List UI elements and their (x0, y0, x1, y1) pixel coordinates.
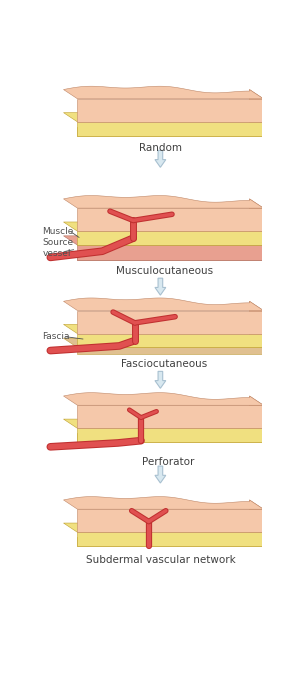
Polygon shape (77, 405, 263, 428)
Polygon shape (249, 199, 263, 231)
Polygon shape (155, 150, 166, 167)
Polygon shape (249, 89, 263, 122)
Polygon shape (249, 222, 263, 245)
Polygon shape (77, 433, 263, 442)
Polygon shape (249, 301, 263, 333)
Polygon shape (77, 348, 263, 354)
Polygon shape (63, 196, 263, 208)
Polygon shape (77, 99, 263, 122)
Polygon shape (249, 419, 263, 442)
Polygon shape (249, 113, 263, 136)
Text: Random: Random (139, 143, 182, 153)
Polygon shape (63, 393, 263, 405)
Polygon shape (249, 325, 263, 348)
Polygon shape (249, 338, 263, 354)
Polygon shape (77, 126, 263, 136)
Polygon shape (77, 122, 263, 136)
Polygon shape (77, 509, 263, 532)
Text: Musculocutaneous: Musculocutaneous (116, 266, 213, 276)
Polygon shape (77, 310, 263, 333)
Polygon shape (155, 278, 166, 295)
Polygon shape (63, 325, 263, 333)
Polygon shape (63, 298, 263, 310)
Polygon shape (77, 333, 263, 348)
Text: Fasciocutaneous: Fasciocutaneous (121, 359, 207, 369)
Text: Source
vessel: Source vessel (42, 239, 74, 258)
Polygon shape (63, 222, 263, 231)
Polygon shape (249, 396, 263, 428)
Polygon shape (155, 466, 166, 483)
Polygon shape (63, 236, 263, 245)
Polygon shape (155, 372, 166, 388)
Polygon shape (77, 338, 263, 348)
Polygon shape (63, 86, 263, 99)
Text: Subdermal vascular network: Subdermal vascular network (86, 554, 235, 565)
Polygon shape (77, 428, 263, 442)
Polygon shape (77, 532, 263, 546)
Text: Muscle: Muscle (42, 228, 74, 237)
Polygon shape (77, 208, 263, 231)
Polygon shape (63, 523, 263, 532)
Polygon shape (77, 245, 263, 261)
Polygon shape (249, 500, 263, 532)
Polygon shape (63, 113, 263, 122)
Polygon shape (77, 236, 263, 245)
Text: Perforator: Perforator (142, 457, 194, 467)
Polygon shape (77, 537, 263, 546)
Polygon shape (249, 523, 263, 546)
Polygon shape (63, 419, 263, 428)
Polygon shape (77, 231, 263, 245)
Text: Fascia: Fascia (42, 332, 70, 341)
Polygon shape (249, 236, 263, 261)
Polygon shape (63, 338, 263, 348)
Polygon shape (77, 251, 263, 261)
Polygon shape (63, 496, 263, 509)
